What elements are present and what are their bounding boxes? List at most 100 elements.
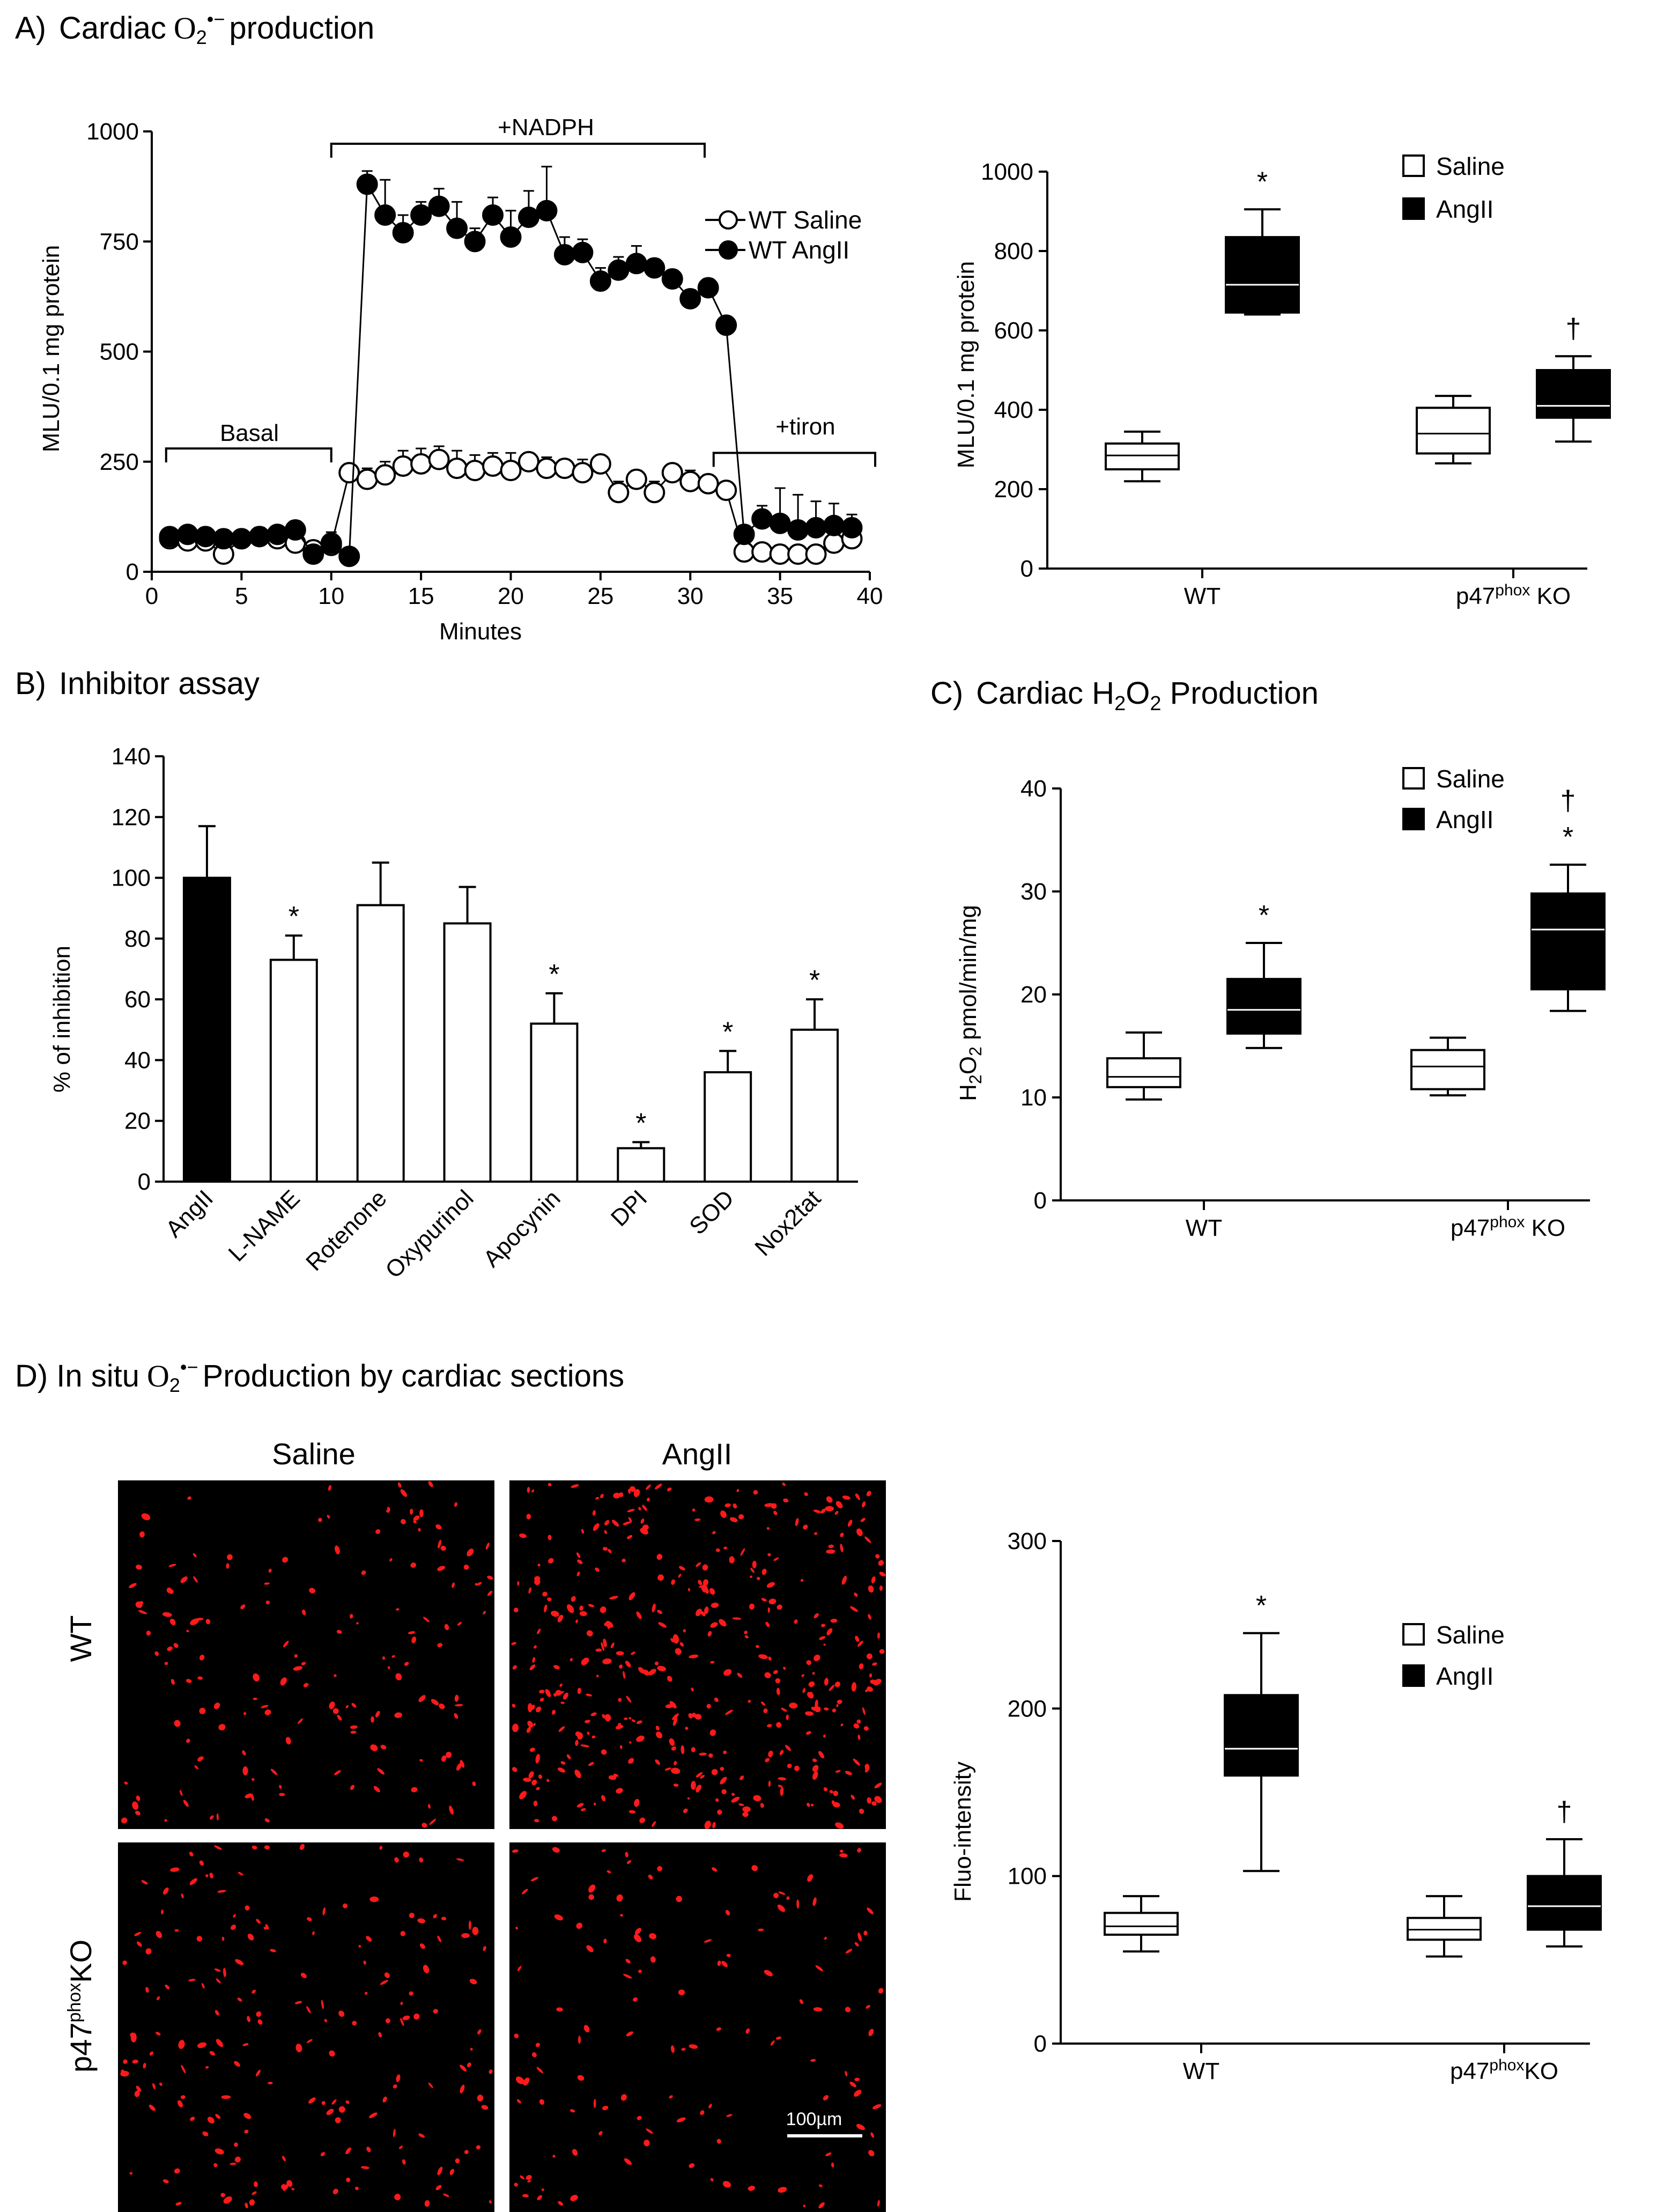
fluorescence-spot xyxy=(651,1933,655,1940)
fluorescence-spot xyxy=(664,1767,672,1771)
micrograph-bg xyxy=(118,1842,494,2212)
fluorescence-spot xyxy=(783,1498,789,1503)
data-point xyxy=(500,226,522,248)
fluorescence-spot xyxy=(545,1689,551,1697)
fluorescence-spot xyxy=(820,1624,825,1627)
fluorescence-spot xyxy=(512,1723,519,1732)
fluorescence-spot xyxy=(515,2076,524,2084)
fluorescence-spot xyxy=(825,2152,832,2156)
x-tick-label: p47phox KO xyxy=(1451,1213,1565,1241)
fluorescence-spot xyxy=(231,1925,236,1930)
fluorescence-spot xyxy=(394,1712,402,1718)
fluorescence-spot xyxy=(338,2106,345,2113)
fluorescence-spot xyxy=(815,1965,823,1972)
fluorescence-spot xyxy=(522,2194,529,2198)
fluorescence-spot xyxy=(134,2090,140,2097)
fluorescence-spot xyxy=(215,2010,219,2016)
micrograph-bg xyxy=(509,1480,886,1829)
fluorescence-spot xyxy=(688,1713,693,1719)
y-tick-label: 250 xyxy=(100,449,139,475)
box-iqr xyxy=(1416,407,1491,455)
fluorescence-spot xyxy=(670,1638,675,1643)
fluorescence-spot xyxy=(872,1662,877,1666)
fluorescence-spot xyxy=(699,1752,707,1756)
data-point xyxy=(464,231,486,253)
fluorescence-spot xyxy=(807,1874,813,1882)
fluorescence-spot xyxy=(764,1672,771,1678)
legend-label-wt-saline: WT Saline xyxy=(749,206,862,234)
fluorescence-spot xyxy=(834,1681,841,1687)
x-tick-label: Oxypurinol xyxy=(380,1185,478,1283)
fluorescence-spot xyxy=(681,1745,685,1754)
fluorescence-spot xyxy=(712,1822,716,1828)
fluorescence-spot xyxy=(240,1604,246,1610)
fluorescence-spot xyxy=(400,2018,404,2026)
fluorescence-spot xyxy=(773,1892,779,1899)
fluorescence-spot xyxy=(205,1619,211,1625)
fluorescence-spot xyxy=(534,1579,541,1586)
fluorescence-spot xyxy=(380,1745,387,1750)
fluorescence-spot xyxy=(778,2187,787,2193)
bar-rotenone xyxy=(356,904,405,1183)
fluorescence-spot xyxy=(628,1592,635,1601)
data-point xyxy=(482,204,504,226)
fluorescence-spot xyxy=(616,1788,623,1794)
fluorescence-spot xyxy=(579,1611,587,1617)
fluorescence-spot xyxy=(824,1678,829,1686)
fluorescence-spot xyxy=(548,1483,552,1487)
data-point xyxy=(679,287,701,309)
data-point xyxy=(159,526,181,548)
fluorescence-spot xyxy=(268,1568,272,1573)
fluorescence-spot xyxy=(512,1704,516,1708)
fluorescence-spot xyxy=(378,2032,382,2038)
fluorescence-spot xyxy=(812,1771,818,1780)
fluorescence-spot xyxy=(256,2011,262,2017)
fluorescence-spot xyxy=(429,1818,437,1825)
significance-dagger: † xyxy=(1557,1796,1572,1827)
data-point xyxy=(195,526,217,548)
fluorescence-spot xyxy=(551,1709,556,1715)
x-tick-label: 10 xyxy=(318,583,344,609)
fluorescence-spot xyxy=(625,1959,631,1964)
fluorescence-spot xyxy=(355,2186,359,2191)
data-point xyxy=(553,458,575,480)
data-point xyxy=(787,543,809,565)
y-tick-label: 100 xyxy=(112,865,151,891)
fluorescence-spot xyxy=(657,1866,662,1871)
fluorescence-spot xyxy=(823,2095,829,2100)
fluorescence-spot xyxy=(394,1857,399,1863)
fluorescence-spot xyxy=(379,1846,383,1850)
data-point xyxy=(428,195,450,217)
c-legend-label-saline: Saline xyxy=(1436,765,1505,793)
fluorescence-spot xyxy=(731,1793,735,1796)
fluorescence-spot xyxy=(726,1953,731,1957)
fluorescence-spot xyxy=(189,1878,197,1885)
fluorescence-spot xyxy=(249,2199,255,2206)
fluorescence-spot xyxy=(217,1890,226,1893)
fluorescence-spot xyxy=(265,1924,269,1930)
fluorescence-spot xyxy=(245,2202,248,2209)
fluorescence-spot xyxy=(437,1566,446,1571)
fluorescence-spot xyxy=(633,1997,638,2002)
fluorescence-spot xyxy=(552,1847,560,1853)
data-point xyxy=(374,464,396,486)
fluorescence-spot xyxy=(360,2166,369,2169)
fluorescence-spot xyxy=(177,2100,183,2107)
data-point xyxy=(608,259,630,281)
fluorescence-spot xyxy=(652,1821,656,1827)
fluorescence-spot xyxy=(419,1857,424,1863)
fluorescence-spot xyxy=(541,2188,544,2191)
fluorescence-spot xyxy=(234,2142,238,2147)
fluorescence-spot xyxy=(628,1758,634,1764)
fluorescence-spot xyxy=(512,1665,517,1670)
fluorescence-spot xyxy=(223,1967,226,1978)
fluorescence-spot xyxy=(143,2062,146,2069)
fluorescence-spot xyxy=(174,1929,179,1932)
fluorescence-spot xyxy=(810,1803,814,1807)
fluorescence-spot xyxy=(528,1587,531,1594)
fluorescence-spot xyxy=(856,1528,863,1536)
fluorescence-spot xyxy=(566,1754,571,1759)
fluorescence-spot xyxy=(657,1665,667,1671)
fluorescence-spot xyxy=(476,1582,482,1586)
fluorescence-spot xyxy=(812,1758,817,1763)
